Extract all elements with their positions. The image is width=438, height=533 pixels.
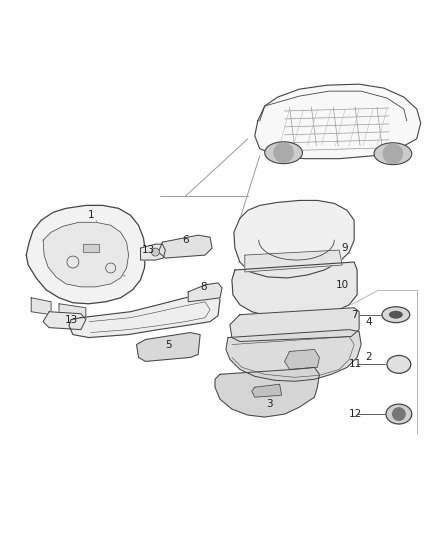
Text: 7: 7 <box>351 310 357 320</box>
Text: 6: 6 <box>182 235 188 245</box>
Text: 11: 11 <box>349 359 362 369</box>
Polygon shape <box>159 235 212 258</box>
Ellipse shape <box>389 311 403 319</box>
Text: 1: 1 <box>88 211 94 220</box>
Polygon shape <box>141 244 165 260</box>
Ellipse shape <box>382 307 410 322</box>
Ellipse shape <box>387 356 411 373</box>
Ellipse shape <box>386 404 412 424</box>
Text: 13: 13 <box>142 245 155 255</box>
Polygon shape <box>31 298 51 314</box>
Polygon shape <box>215 367 319 417</box>
Polygon shape <box>83 244 99 252</box>
Text: 5: 5 <box>165 340 172 350</box>
Polygon shape <box>43 222 129 287</box>
Polygon shape <box>234 200 354 278</box>
Polygon shape <box>188 283 222 302</box>
Text: 12: 12 <box>349 409 362 419</box>
Polygon shape <box>255 84 421 159</box>
Polygon shape <box>285 350 319 369</box>
Circle shape <box>152 248 159 256</box>
Ellipse shape <box>265 142 303 164</box>
Circle shape <box>392 407 406 421</box>
Polygon shape <box>232 262 357 318</box>
Polygon shape <box>59 304 86 320</box>
Polygon shape <box>69 292 220 337</box>
Text: 10: 10 <box>336 280 349 290</box>
Text: 4: 4 <box>366 317 372 327</box>
Polygon shape <box>245 250 342 272</box>
Ellipse shape <box>374 143 412 165</box>
Polygon shape <box>252 384 282 397</box>
Text: 9: 9 <box>341 243 347 253</box>
Polygon shape <box>137 333 200 361</box>
Polygon shape <box>226 329 361 381</box>
Text: 8: 8 <box>200 282 206 292</box>
Circle shape <box>274 143 293 163</box>
Polygon shape <box>26 205 145 304</box>
Text: 2: 2 <box>366 352 372 362</box>
Text: 3: 3 <box>266 399 273 409</box>
Circle shape <box>383 144 403 164</box>
Polygon shape <box>230 308 359 342</box>
Polygon shape <box>43 312 86 329</box>
Text: 13: 13 <box>64 314 78 325</box>
